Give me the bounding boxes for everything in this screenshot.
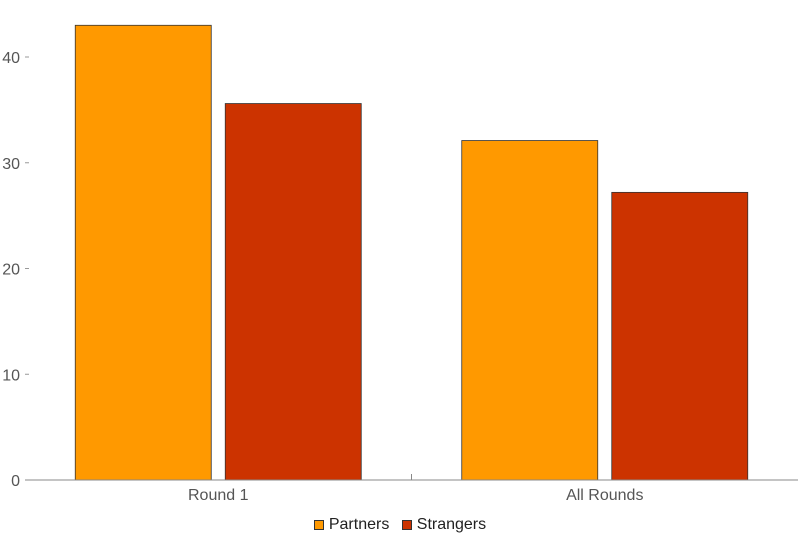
legend: Partners Strangers [0,516,800,535]
legend-swatch-partners [313,520,324,530]
x-tick-label: Round 1 [188,487,249,504]
y-tick-label: 20 [2,262,20,279]
legend-label-strangers: Strangers [416,516,487,533]
x-axis [25,474,798,481]
legend-label-partners: Partners [328,516,390,533]
bar-partners-round-1 [74,24,212,481]
y-tick-label: 10 [2,367,20,384]
bar-partners-all-rounds [461,140,599,481]
y-tick-label: 40 [2,50,20,67]
y-axis-ticks: 0 10 20 30 40 [2,50,29,490]
legend-item-partners: Partners [313,516,390,534]
bar-strangers-all-rounds [611,191,749,481]
legend-swatch-strangers [401,520,412,530]
y-tick-label: 0 [11,473,20,490]
legend-item-strangers: Strangers [401,516,487,534]
x-tick-label: All Rounds [566,487,643,504]
bars [74,24,749,481]
bar-strangers-round-1 [224,103,362,481]
x-axis-labels: Round 1 All Rounds [188,487,643,504]
y-tick-label: 30 [2,156,20,173]
